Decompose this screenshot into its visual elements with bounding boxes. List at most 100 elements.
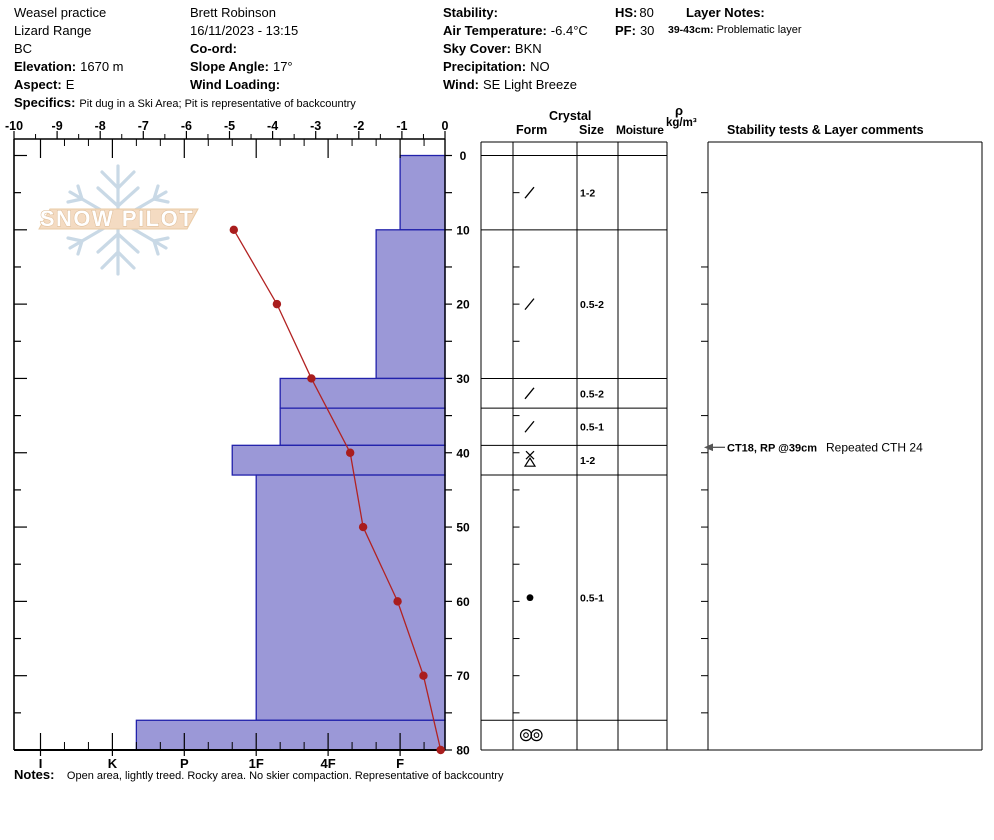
depth-tick-label: 10 [456,223,470,237]
grain-form-symbol-x [525,450,535,460]
sky-cover-value: BKN [514,41,542,56]
stability-line: Stability: [443,4,498,22]
wind-loading-label: Wind Loading: [190,77,281,92]
pf-line: PF: 30 [615,22,654,40]
air-temp-line: Air Temperature: -6.4°C [443,22,588,40]
hardness-bar [135,719,446,751]
layer-note-line: 39-43cm: Problematic layer [668,24,802,36]
temperature-point [419,671,428,680]
grain-form-symbol-slash [524,420,535,433]
temperature-point [393,597,402,606]
grain-form-symbol-slash [524,298,535,311]
temperature-point [358,522,368,532]
snowpilot-logo: SNOW PILOT [20,150,230,290]
depth-tick-label: 80 [456,744,470,758]
pit-range: Lizard Range [14,23,92,38]
grain-form-symbol-slash [524,387,535,400]
grain-size-label: 0.5-2 [580,388,604,400]
observer-name: Brett Robinson [190,5,276,20]
hs-value: 80 [639,5,654,20]
stability-label: Stability: [443,5,498,20]
precipitation-line: Precipitation: NO [443,58,550,76]
grain-size-label: 0.5-1 [580,422,604,434]
air-temp-label: Air Temperature: [443,23,547,38]
slope-angle-line: Slope Angle: 17° [190,58,293,76]
grain-form-symbol-meltform-inner [533,732,540,738]
layer-note-text: Problematic layer [716,24,802,36]
hardness-bar [399,154,446,231]
temperature-point [307,374,316,383]
temp-tick-label: -8 [95,119,106,133]
aspect-value: E [65,77,75,92]
crystal-header: Crystal [549,109,592,123]
temperature-line [233,229,442,751]
density-units: kg/m³ [666,117,697,129]
grain-form-symbol-meltform [530,729,543,742]
temp-tick-label: -4 [267,119,278,133]
temperature-point [345,448,355,457]
coord-line: Co-ord: [190,40,237,58]
moisture-header: Moisture [616,123,664,137]
temp-tick-label: -2 [353,119,364,133]
elevation-label: Elevation: [14,59,77,74]
wind-loading-line: Wind Loading: [190,76,280,94]
annotation-arrow-head [704,443,713,452]
grain-form-symbol-meltform-inner [523,732,529,738]
layer-note-range: 39-43cm: [668,24,714,36]
pf-value: 30 [639,23,655,38]
form-header: Form [516,123,548,137]
size-header: Size [579,123,605,137]
temperature-point [272,299,282,309]
logo-banner [38,208,199,230]
notes-label: Notes: [14,767,55,782]
hardness-bar [375,229,446,380]
temp-tick-label: -9 [52,119,63,133]
slope-angle-label: Slope Angle: [190,59,269,74]
grain-form-symbol-round [526,594,534,602]
temperature-point [229,225,239,235]
grain-form-symbol-meltform [519,729,533,742]
temp-tick-label: -5 [224,119,235,133]
pit-name: Weasel practice [14,5,107,20]
logo-text: SNOW PILOT [40,206,194,231]
hardness-tick-label: 1F [249,756,264,771]
depth-tick-label: 60 [456,595,470,609]
stability-tests-header: Stability tests & Layer comments [727,123,924,137]
wind-value: SE Light Breeze [482,77,577,92]
hardness-bar [279,407,446,446]
hs-label: HS: [615,5,638,20]
elevation-line: Elevation: 1670 m [14,58,124,76]
temp-tick-label: -1 [396,119,407,133]
specifics-label: Specifics: [14,95,76,110]
air-temp-value: -6.4°C [550,23,588,38]
density-header: ρ [675,103,684,118]
stability-annotation: CT18, RP @39cm Repeated CTH 24 [727,440,923,454]
grain-size-label: 0.5-2 [580,299,604,311]
hardness-tick-label: 4F [321,756,336,771]
snowflake-icon: SNOW PILOT [38,164,199,276]
wind-label: Wind: [443,77,479,92]
temperature-point [436,745,445,755]
grain-form-symbol-graupel [523,457,537,467]
hardness-tick-label: P [180,756,189,771]
specifics-value: Pit dug in a Ski Area; Pit is representa… [79,98,356,110]
hs-line: HS: 80 [615,4,654,22]
depth-tick-label: 30 [456,372,470,386]
hardness-tick-label: I [39,756,43,771]
specifics-line: Specifics: Pit dug in a Ski Area; Pit is … [14,94,356,113]
grain-size-label: 1-2 [580,455,595,467]
grain-size-label: 1-2 [580,188,595,200]
pf-label: PF: [615,23,636,38]
temp-tick-label: 0 [442,119,449,133]
pit-datetime: 16/11/2023 - 13:15 [190,23,299,38]
precipitation-value: NO [530,59,550,74]
hardness-bar [231,444,446,476]
depth-tick-label: 40 [456,446,470,460]
notes-line: Notes: Open area, lightly treed. Rocky a… [14,766,503,784]
temp-tick-label: -6 [181,119,192,133]
pit-region: BC [14,41,33,56]
sky-cover-label: Sky Cover: [443,41,511,56]
aspect-line: Aspect: E [14,76,74,94]
